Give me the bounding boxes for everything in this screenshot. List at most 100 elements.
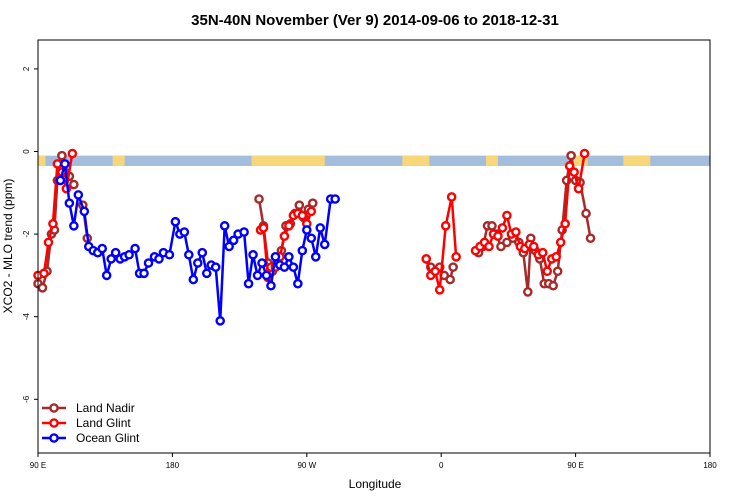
data-point — [79, 206, 90, 217]
y-tick-label: -2 — [22, 230, 31, 238]
data-point — [315, 223, 326, 233]
data-point — [564, 161, 575, 171]
data-point — [566, 150, 576, 161]
data-point — [581, 208, 591, 219]
data-point — [430, 266, 441, 277]
plot-frame — [37, 39, 711, 454]
data-point — [573, 183, 584, 194]
legend-marker — [49, 433, 59, 443]
land-band-segment — [38, 155, 46, 166]
data-point — [569, 167, 579, 177]
data-point — [257, 258, 267, 268]
data-point — [293, 278, 303, 289]
ocean-band — [38, 155, 710, 166]
series-ocean-glint — [55, 159, 340, 326]
data-point — [69, 221, 79, 231]
data-point — [73, 190, 84, 200]
legend-label: Ocean Glint — [76, 431, 140, 445]
data-point — [154, 254, 164, 264]
data-point — [197, 247, 208, 258]
data-point — [502, 210, 512, 221]
data-point — [248, 249, 258, 260]
data-point — [39, 268, 49, 279]
legend-marker — [49, 403, 59, 413]
series-land-glint — [33, 148, 590, 295]
data-point — [451, 252, 461, 262]
data-point — [252, 270, 263, 281]
data-point — [284, 221, 294, 231]
data-point — [48, 218, 58, 229]
series-layer — [33, 148, 596, 326]
data-point — [493, 231, 503, 241]
data-point — [307, 198, 318, 208]
data-point — [69, 179, 79, 190]
data-point — [224, 241, 234, 252]
data-point — [170, 216, 181, 227]
land-band-segment — [402, 155, 430, 166]
y-tick-label: -4 — [22, 313, 31, 321]
data-point — [215, 316, 225, 326]
data-point — [551, 252, 561, 262]
y-tick-label: 2 — [22, 66, 31, 71]
data-point — [239, 227, 249, 237]
x-tick-label: 90 E — [567, 461, 583, 470]
data-point — [210, 262, 221, 272]
x-tick-label: 180 — [166, 461, 180, 470]
data-point — [440, 221, 451, 231]
data-point — [106, 254, 116, 264]
data-point — [228, 235, 239, 246]
data-point — [52, 159, 63, 169]
data-point — [258, 223, 269, 233]
data-point — [297, 245, 308, 256]
y-axis: 2 0 -2 -4 -6 — [22, 66, 38, 403]
data-point — [60, 159, 70, 169]
y-tick-label: -6 — [22, 395, 31, 403]
land-band-segment — [112, 155, 125, 166]
data-point — [421, 254, 432, 264]
x-tick-label: 90 E — [30, 461, 46, 470]
data-point — [301, 225, 312, 235]
legend-label: Land Nadir — [76, 401, 135, 415]
x-tick-label: 90 W — [297, 461, 316, 470]
data-point — [57, 150, 67, 161]
data-point — [330, 194, 340, 204]
data-point — [306, 206, 317, 217]
legend-marker — [49, 418, 59, 428]
data-point — [97, 243, 108, 254]
data-point — [110, 247, 121, 258]
data-point — [143, 258, 154, 268]
data-point — [548, 280, 559, 291]
data-point — [139, 268, 149, 279]
data-point — [266, 280, 276, 291]
land-band-segment — [571, 155, 588, 166]
data-point — [537, 247, 548, 258]
data-point — [448, 262, 458, 272]
surface-band — [38, 155, 710, 166]
data-point — [484, 241, 494, 252]
data-point — [297, 210, 308, 221]
land-band-segment — [486, 155, 498, 166]
data-point — [552, 266, 563, 277]
x-axis: 90 E 180 90 W 0 90 E 180 — [30, 453, 717, 470]
data-point — [284, 252, 294, 262]
data-point — [523, 287, 533, 297]
data-point — [560, 218, 570, 229]
data-point — [446, 192, 457, 202]
data-point — [201, 268, 212, 279]
data-point — [579, 148, 590, 159]
y-axis-label: XCO2 - MLO trend (ppm) — [1, 179, 15, 314]
data-point — [55, 175, 66, 186]
data-point — [184, 249, 194, 260]
data-point — [254, 194, 264, 204]
land-band-segment — [251, 155, 325, 166]
data-point — [511, 227, 521, 237]
data-point — [528, 241, 539, 252]
data-point — [124, 249, 134, 260]
legend-label: Land Glint — [76, 416, 131, 430]
data-point — [67, 148, 78, 159]
data-point — [306, 233, 317, 244]
y-tick-label: 0 — [22, 149, 31, 154]
x-tick-label: 0 — [439, 461, 444, 470]
data-point — [542, 266, 553, 277]
data-point — [585, 233, 596, 244]
